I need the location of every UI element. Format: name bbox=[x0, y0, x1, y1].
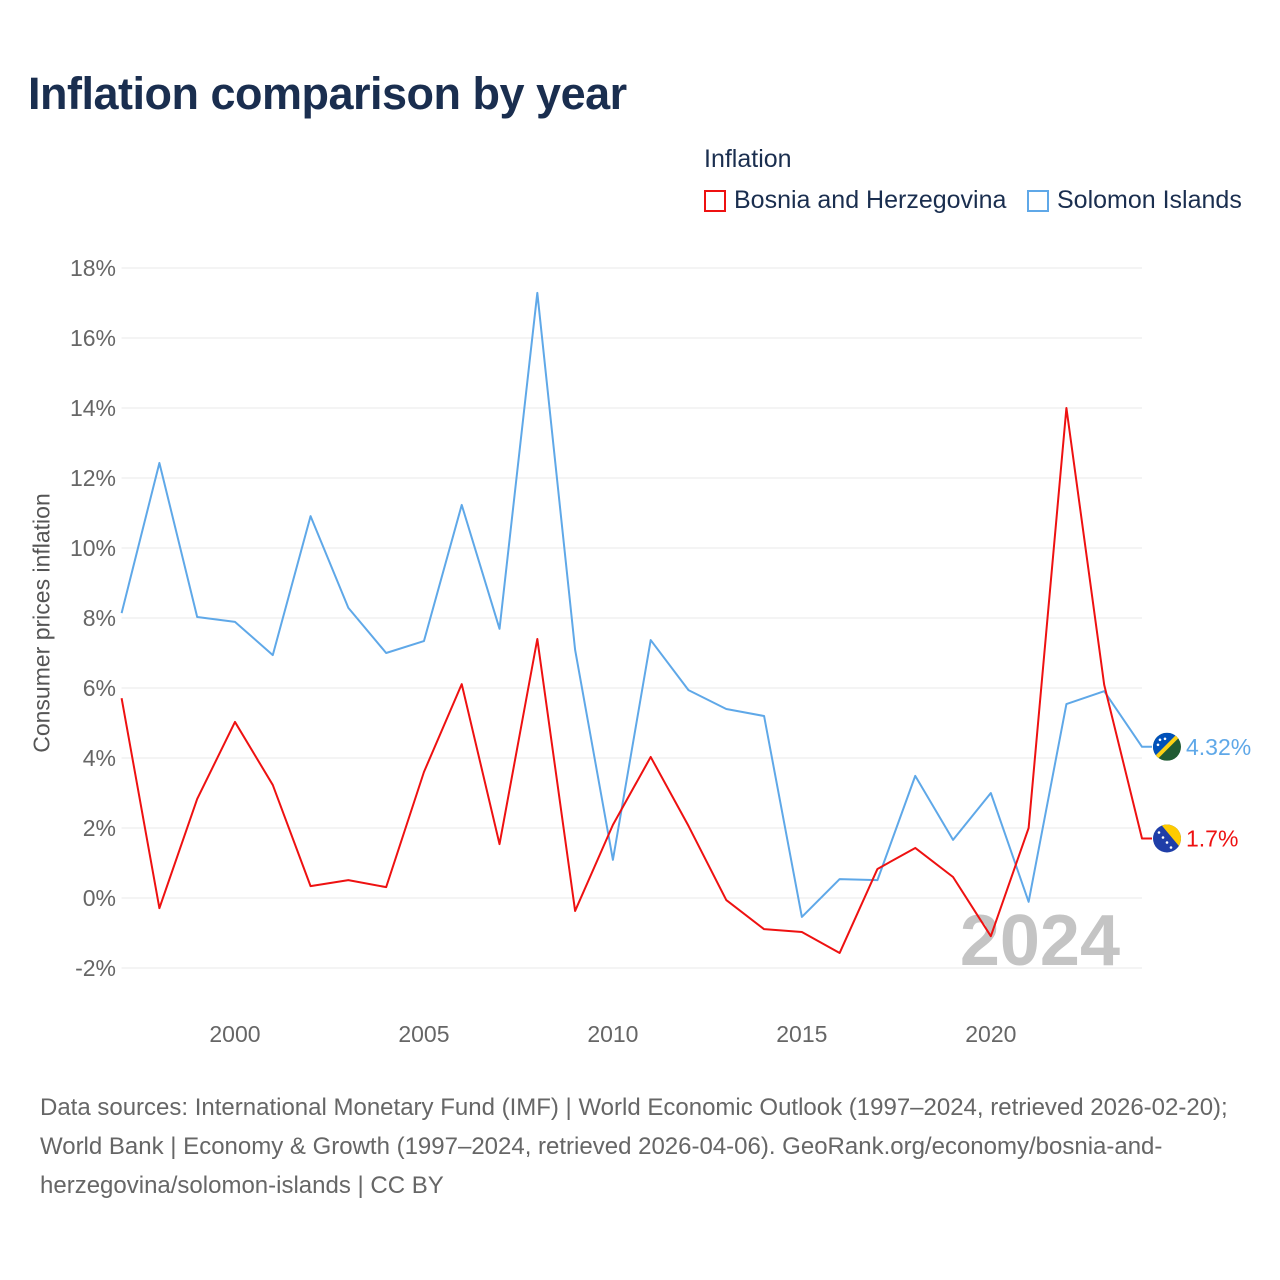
legend-title: Inflation bbox=[704, 145, 792, 173]
y-tick-label: 10% bbox=[70, 535, 116, 561]
solomon-flag-icon bbox=[1153, 732, 1181, 761]
bosnia-flag-icon bbox=[1153, 824, 1181, 853]
series-line-solomon bbox=[120, 291, 1152, 918]
y-tick-label: 4% bbox=[83, 745, 116, 771]
end-value-label: 1.7% bbox=[1186, 826, 1238, 852]
chart-title: Inflation comparison by year bbox=[28, 68, 627, 119]
legend-label: Solomon Islands bbox=[1057, 186, 1242, 214]
y-tick-label: 0% bbox=[83, 885, 116, 911]
series-line-bosnia bbox=[120, 407, 1152, 954]
legend-item-bosnia[interactable]: Bosnia and Herzegovina bbox=[704, 186, 1006, 215]
year-watermark: 2024 bbox=[960, 901, 1120, 981]
y-tick-label: 12% bbox=[70, 465, 116, 491]
plot-area: -2% 0% 2% 4% 6% 8% 10% 12% 14% 16% 18% 2000 2005 2010… bbox=[70, 255, 1251, 1047]
y-tick-label: 6% bbox=[83, 675, 116, 701]
y-tick-label: 8% bbox=[83, 605, 116, 631]
legend-label: Bosnia and Herzegovina bbox=[734, 186, 1007, 214]
y-tick-label: -2% bbox=[75, 955, 116, 981]
end-value-label: 4.32% bbox=[1186, 734, 1251, 760]
y-tick-label: 14% bbox=[70, 395, 116, 421]
y-tick-label: 16% bbox=[70, 325, 116, 351]
x-tick-label: 2010 bbox=[587, 1021, 638, 1047]
x-tick-label: 2005 bbox=[398, 1021, 449, 1047]
x-tick-label: 2000 bbox=[209, 1021, 260, 1047]
y-tick-label: 18% bbox=[70, 255, 116, 281]
y-tick-label: 2% bbox=[83, 815, 116, 841]
legend-swatch bbox=[704, 189, 726, 212]
legend-swatch bbox=[1027, 189, 1049, 212]
legend-item-solomon[interactable]: Solomon Islands bbox=[1027, 186, 1242, 215]
source-note: Data sources: International Monetary Fun… bbox=[40, 1094, 1228, 1199]
x-tick-label: 2015 bbox=[776, 1021, 827, 1047]
x-tick-label: 2020 bbox=[965, 1021, 1016, 1047]
